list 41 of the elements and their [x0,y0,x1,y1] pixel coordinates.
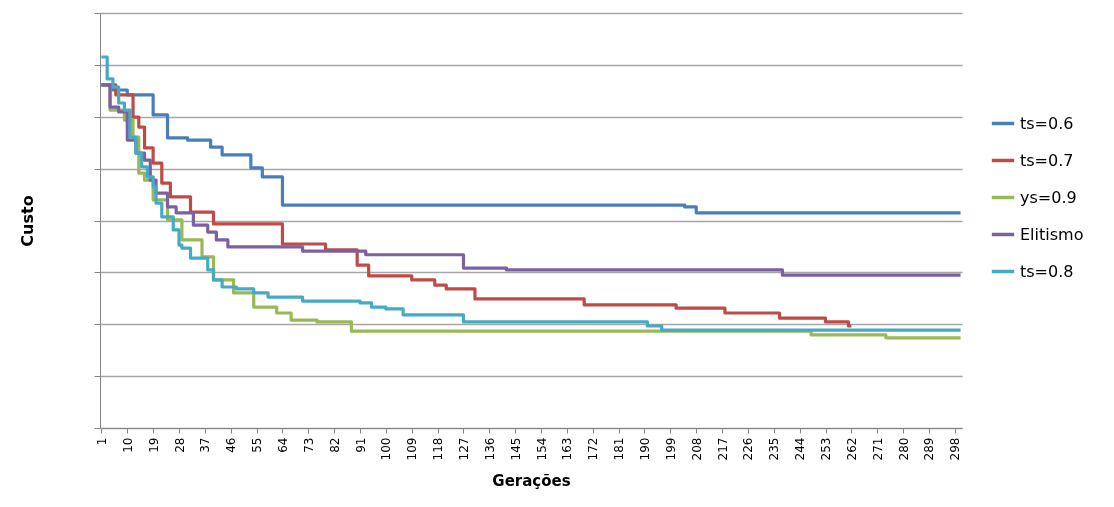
x-tick-label: 163 [560,437,575,461]
x-tick-label: 199 [663,437,678,461]
x-axis-title: Gerações [492,472,571,491]
x-tick-label: 1 [94,437,109,446]
legend-label: ts=0.7 [1020,150,1074,170]
x-tick-label: 19 [146,437,161,453]
x-tick-label: 172 [586,437,601,461]
x-tick-label: 55 [250,437,265,453]
y-axis-title: Custo [18,195,37,247]
x-tick-label: 226 [741,437,756,461]
x-tick-label: 244 [793,437,808,461]
x-tick-label: 271 [870,437,885,461]
x-tick-label: 109 [405,437,420,461]
x-tick-label: 217 [715,437,730,461]
x-tick-label: 37 [198,437,213,453]
x-tick-label: 118 [431,437,446,461]
legend-label: ts=0.6 [1020,113,1074,133]
legend-label: Elitismo [1020,224,1084,244]
x-tick-label: 253 [819,437,834,461]
x-tick-label: 64 [275,437,290,453]
x-tick-label: 289 [922,437,937,461]
x-tick-label: 298 [948,437,963,461]
legend-label: ts=0.8 [1020,261,1074,281]
x-tick-label: 145 [508,437,523,461]
x-tick-label: 46 [224,437,239,453]
x-tick-label: 190 [638,437,652,461]
x-tick-label: 181 [612,437,627,461]
x-tick-label: 235 [767,437,782,461]
x-tick-label: 208 [689,437,704,461]
x-tick-label: 82 [327,437,342,453]
x-tick-label: 91 [353,437,368,453]
x-tick-label: 262 [844,437,859,461]
legend-label: ys=0.9 [1020,187,1077,207]
x-tick-label: 10 [120,437,135,453]
x-tick-label: 154 [534,437,549,461]
x-tick-label: 28 [172,437,187,453]
x-tick-label: 280 [896,437,911,461]
x-tick-label: 100 [379,437,394,461]
x-tick-label: 73 [301,437,316,453]
x-tick-label: 127 [456,437,471,461]
x-tick-label: 136 [482,437,497,461]
